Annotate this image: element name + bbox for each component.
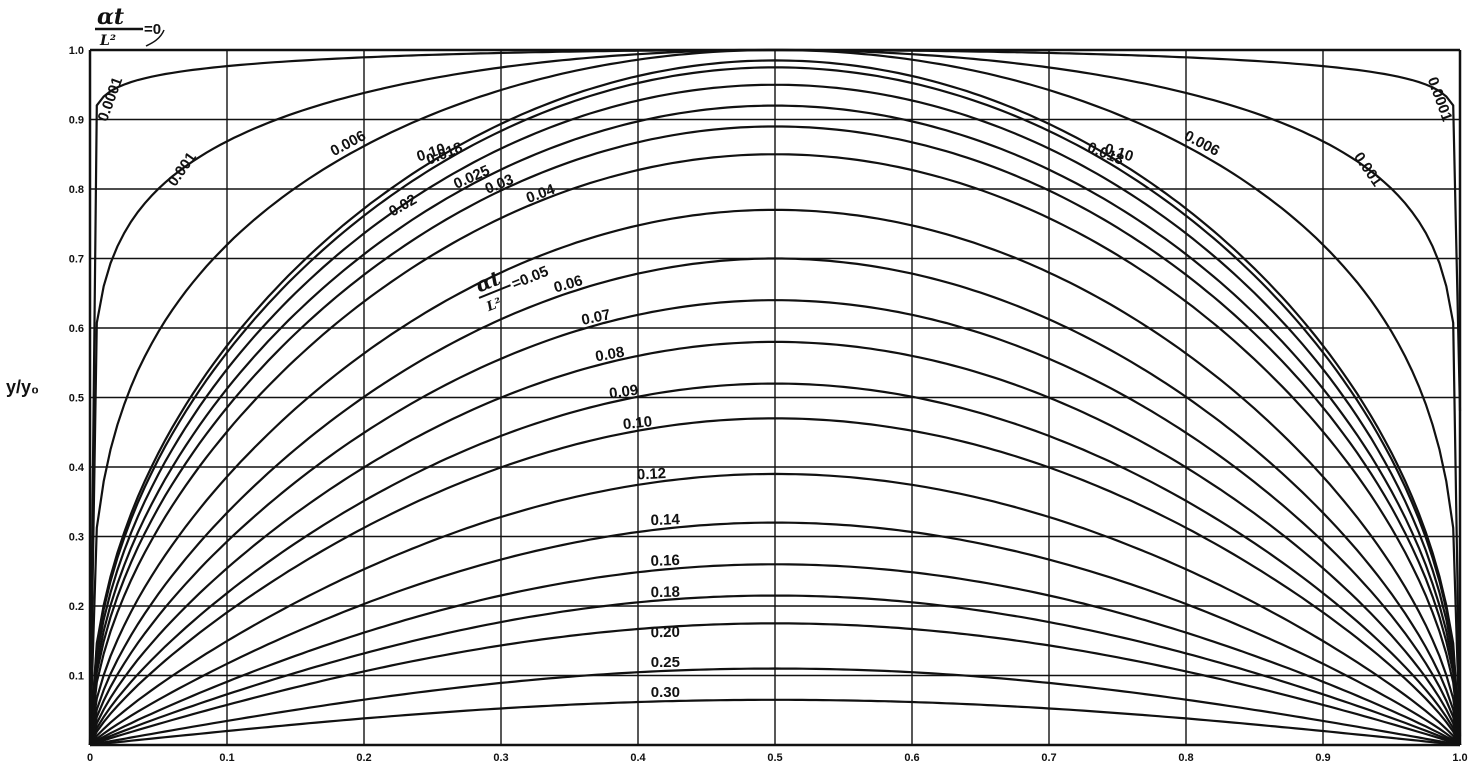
parameter-numerator: αt <box>97 4 124 30</box>
curve-label: 0.18 <box>651 584 680 602</box>
x-tick-label: 0.4 <box>630 752 646 764</box>
series-line <box>88 257 1462 746</box>
y-axis-label: y/y₀ <box>6 377 39 397</box>
y-tick-label: 0.4 <box>69 462 85 474</box>
series-line <box>88 208 1462 746</box>
series-line <box>89 622 1461 747</box>
parameter-denominator: L² <box>99 33 116 49</box>
x-tick-label: 0 <box>87 752 93 764</box>
curve-label: 0.09 <box>608 382 639 403</box>
series-line <box>88 59 1462 746</box>
curve-label: 0.10 <box>622 413 653 433</box>
curve-label: 0.25 <box>651 654 680 671</box>
curve-label: 0.14 <box>650 511 680 529</box>
x-tick-label: 0.2 <box>356 752 371 764</box>
y-tick-label: 0.6 <box>69 323 84 335</box>
series-line <box>88 153 1462 746</box>
curve-label: 0.20 <box>651 624 680 642</box>
y-tick-label: 0.7 <box>69 254 84 266</box>
series-line <box>89 417 1461 746</box>
x-tick-label: 1.0 <box>1452 752 1467 764</box>
curve-label: 0.07 <box>580 306 612 329</box>
series-line <box>88 125 1462 746</box>
x-tick-label: 0.3 <box>493 752 508 764</box>
curve-label: 0.16 <box>650 552 680 570</box>
y-tick-label: 0.5 <box>69 393 84 405</box>
x-tick-label: 0.9 <box>1315 752 1330 764</box>
y-tick-label: 0.3 <box>69 532 84 544</box>
series-line <box>89 698 1461 747</box>
series-line <box>88 66 1462 746</box>
y-tick-label: 0.8 <box>69 184 84 196</box>
series-line <box>88 83 1462 746</box>
parameter-pointer <box>145 29 165 47</box>
y-tick-label: 0.2 <box>69 601 84 613</box>
series-line <box>89 594 1461 746</box>
x-tick-label: 0.7 <box>1041 752 1056 764</box>
x-tick-labels: 0 0.1 0.2 0.3 0.4 0.5 0.6 0.7 0.8 0.9 1.0 <box>87 752 1468 764</box>
y-tick-label: 0.9 <box>69 115 84 127</box>
series-line <box>88 299 1462 746</box>
series-line <box>89 521 1461 746</box>
x-tick-label: 0.1 <box>219 752 234 764</box>
x-tick-label: 0.6 <box>904 752 919 764</box>
parameter-annotation-top: αt L² =0 <box>95 4 165 49</box>
curve-label: 0.30 <box>651 684 680 701</box>
x-tick-label: 0.8 <box>1178 752 1193 764</box>
series-line <box>89 472 1461 746</box>
curve-label: 0.12 <box>636 465 666 484</box>
curve-label: 0.08 <box>594 344 626 366</box>
series-line <box>89 667 1461 747</box>
series-line <box>89 563 1461 746</box>
parameter-denominator-mid: L² <box>484 295 505 315</box>
y-tick-labels: 0.1 0.2 0.3 0.4 0.5 0.6 0.7 0.8 0.9 1.0 <box>69 45 85 683</box>
series-line <box>88 382 1462 746</box>
x-tick-label: 0.5 <box>767 752 782 764</box>
y-tick-label: 0.1 <box>69 671 84 683</box>
curves <box>88 48 1462 747</box>
series-line <box>88 104 1462 746</box>
series-line <box>88 48 1462 746</box>
y-tick-label: 1.0 <box>69 45 84 57</box>
series-line <box>88 340 1462 746</box>
parameter-zero-value: =0 <box>144 21 161 38</box>
parameter-fraction-bar-mid <box>478 284 511 299</box>
